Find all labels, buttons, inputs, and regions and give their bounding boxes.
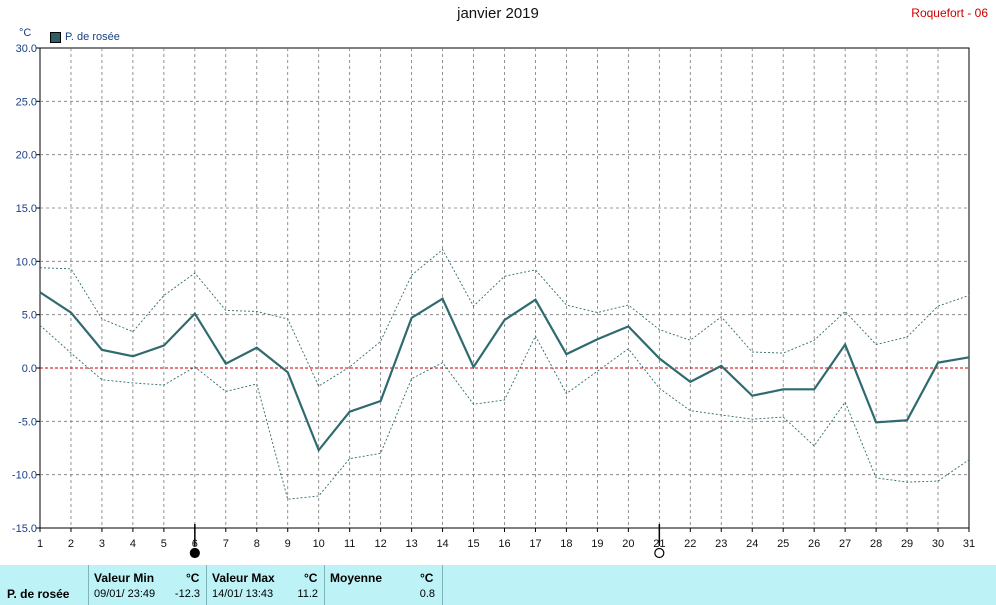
dewpoint-chart: 30.0 25.0 20.0 15.0 10.0 5.0 0.0 -5.0 -10.0 -15.0…	[12, 43, 975, 559]
x-tick-label: 11	[344, 538, 355, 550]
x-tick-label: 2	[68, 538, 74, 550]
chart-title: janvier 2019	[457, 5, 539, 22]
mean-header: Moyenne	[330, 571, 383, 585]
x-tick-label: 22	[684, 538, 696, 550]
legend: P. de rosée	[50, 31, 120, 43]
station-name: Roquefort - 06	[911, 6, 988, 20]
x-tick-label: 18	[560, 538, 572, 550]
x-tick-label: 27	[839, 538, 851, 550]
x-tick-label: 5	[161, 538, 167, 550]
y-tick-label: 30.0	[16, 43, 37, 55]
stats-row-label: P. de rosée	[7, 587, 70, 601]
x-tick-label: 8	[254, 538, 260, 550]
x-tick-label: 3	[99, 538, 105, 550]
y-tick-label: 5.0	[22, 310, 37, 322]
x-tick-label: 25	[777, 538, 789, 550]
min-header: Valeur Min	[94, 571, 155, 585]
x-tick-label: 14	[436, 538, 448, 550]
moon-phases	[189, 524, 665, 559]
y-tick-label: 0.0	[22, 363, 37, 375]
mean-value: 0.8	[419, 588, 435, 600]
x-tick-label: 1	[37, 538, 43, 550]
y-tick-label: 20.0	[16, 150, 37, 162]
x-tick-label: 12	[375, 538, 387, 550]
min-date: 09/01/ 23:49	[94, 588, 156, 600]
stats-panel: P. de rosée Valeur Min °C 09/01/ 23:49 -…	[0, 565, 996, 605]
max-header: Valeur Max	[212, 571, 275, 585]
series-lines	[39, 248, 970, 500]
x-tick-label: 24	[746, 538, 758, 550]
y-tick-label: 25.0	[16, 96, 37, 108]
stats-divider	[88, 565, 89, 605]
min-value: -12.3	[174, 588, 200, 600]
x-tick-label: 15	[467, 538, 479, 550]
legend-swatch	[50, 31, 61, 43]
stats-divider	[206, 565, 207, 605]
x-tick-label: 26	[808, 538, 820, 550]
x-tick-label: 10	[313, 538, 325, 550]
stats-divider	[442, 565, 443, 605]
y-tick-label: -15.0	[12, 523, 37, 535]
y-tick-label: 15.0	[16, 203, 37, 215]
x-axis-ticks: 1234567891011121314151617181920212223242…	[37, 528, 975, 550]
x-tick-label: 29	[901, 538, 913, 550]
x-tick-label: 4	[130, 538, 136, 550]
x-tick-label: 30	[932, 538, 944, 550]
max-value: 11.2	[297, 588, 318, 600]
mean-unit: °C	[420, 571, 434, 585]
max-date: 14/01/ 13:43	[212, 588, 274, 600]
min-unit: °C	[186, 571, 200, 585]
x-tick-label: 28	[870, 538, 882, 550]
stats-divider	[324, 565, 325, 605]
y-tick-label: -5.0	[18, 416, 37, 428]
y-axis-unit: °C	[19, 27, 32, 39]
x-tick-label: 19	[591, 538, 603, 550]
y-tick-label: 10.0	[16, 256, 37, 268]
new-moon-icon	[189, 547, 200, 559]
series-line-max	[39, 248, 970, 387]
series-line-min	[39, 324, 970, 500]
series-line-mean	[39, 291, 970, 453]
x-tick-label: 20	[622, 538, 634, 550]
y-axis-ticks: 30.0 25.0 20.0 15.0 10.0 5.0 0.0 -5.0 -10.0 -15.0	[12, 43, 40, 535]
max-unit: °C	[304, 571, 318, 585]
grid	[39, 47, 970, 529]
x-tick-label: 31	[963, 538, 975, 550]
full-moon-icon	[654, 547, 665, 559]
x-tick-label: 16	[498, 538, 510, 550]
x-tick-label: 9	[285, 538, 291, 550]
y-tick-label: -10.0	[12, 470, 37, 482]
x-tick-label: 23	[715, 538, 727, 550]
x-tick-label: 7	[223, 538, 229, 550]
x-tick-label: 17	[529, 538, 541, 550]
legend-label: P. de rosée	[65, 31, 120, 43]
x-tick-label: 13	[405, 538, 417, 550]
